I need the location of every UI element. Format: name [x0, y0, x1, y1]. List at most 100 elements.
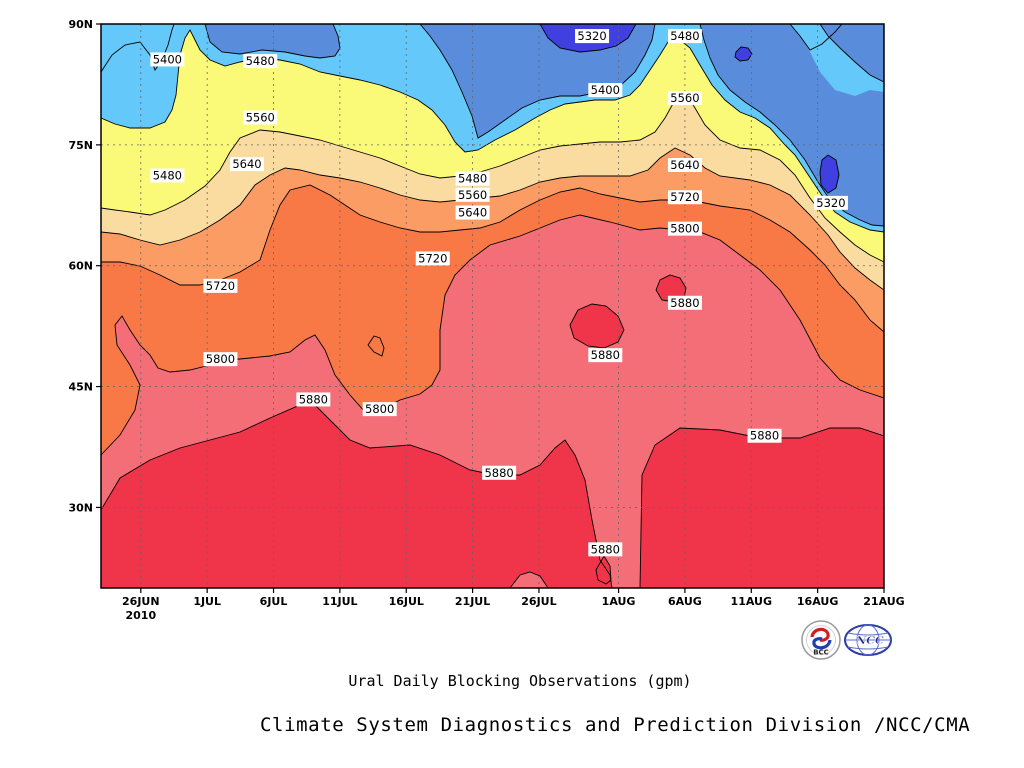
band-fill-5880-plus [656, 275, 686, 302]
contour-line-5480 [789, 24, 843, 51]
contour-line-5400 [819, 24, 884, 83]
contour-line-5800 [367, 335, 385, 357]
contour-label: 5400 [153, 52, 182, 66]
y-axis: 30N 45N 60N 75N 90N [68, 18, 101, 514]
y-tick-label: 90N [68, 18, 93, 31]
x-tick-label: 26JUN [122, 595, 160, 608]
chart-subtitle: Ural Daily Blocking Observations (gpm) [348, 672, 692, 690]
credit-line: Climate System Diagnostics and Predictio… [260, 714, 971, 736]
contour-label-box [588, 348, 623, 363]
contour-line-5880 [639, 427, 884, 588]
contour-line-5320 [539, 24, 637, 53]
contour-label: 5720 [670, 190, 699, 204]
ncc-logo-latitudes [847, 632, 889, 650]
contour-label: 5880 [591, 542, 620, 556]
contour-label: 5800 [206, 352, 235, 366]
x-tick-label: 16JUL [389, 595, 424, 608]
x-tick-label: 11AUG [731, 595, 772, 608]
contour-label-box [667, 221, 702, 236]
contour-line-5880 [509, 571, 549, 588]
contour-label-box [362, 402, 397, 417]
bcc-logo-swirl-blue [812, 637, 832, 650]
contour-label-box [150, 168, 185, 183]
band-fill-5880-plus [596, 556, 611, 584]
contour-label-box [203, 352, 238, 367]
band-fill-below-5320 [820, 155, 839, 193]
contour-label: 5640 [670, 158, 699, 172]
x-tick-label: 6AUG [668, 595, 702, 608]
contour-label: 5320 [577, 29, 606, 43]
contour-line-5640 [101, 147, 884, 291]
contour-label: 5640 [232, 157, 261, 171]
band-fill-below-5320 [735, 47, 752, 61]
x-axis: 26JUN 1JUL 6JUL 11JUL 16JUL 21JUL 26JUL 1AUG 6AU… [122, 588, 905, 622]
x-tick-label: 11JUL [322, 595, 357, 608]
contour-label-box [296, 392, 331, 407]
contour-line-5320 [819, 154, 840, 194]
contour-line-5880 [101, 404, 613, 588]
bcc-logo-swirl-red [810, 627, 830, 642]
contour-line-layer [101, 24, 884, 588]
contour-label: 5400 [591, 83, 620, 97]
contour-label: 5880 [670, 296, 699, 310]
contour-line-5560 [101, 91, 884, 263]
x-year-label: 2010 [126, 609, 157, 622]
contour-label-box [588, 542, 623, 557]
plot-frame [100, 23, 885, 589]
contour-line-5880 [569, 303, 625, 349]
contour-line-5800 [101, 214, 884, 456]
contour-label-box [229, 157, 264, 172]
x-tick-label: 16AUG [797, 595, 838, 608]
contour-label: 5480 [246, 54, 275, 68]
contour-label: 5800 [365, 402, 394, 416]
contour-label: 5560 [246, 110, 275, 124]
contour-label: 5800 [670, 222, 699, 236]
ncc-logo-text: NCC [855, 634, 884, 647]
contour-label: 5560 [458, 188, 487, 202]
contour-label-box [667, 29, 702, 44]
x-tick-label: 6JUL [260, 595, 288, 608]
contour-line-5880 [655, 274, 687, 303]
contour-label-box [667, 190, 702, 205]
gridlines [101, 24, 884, 588]
contour-label-box [455, 205, 490, 220]
x-tick-label: 21JUL [455, 595, 490, 608]
contour-label-box [482, 465, 517, 480]
band-fill-5880-plus [570, 304, 624, 348]
bcc-logo: BCC [801, 620, 841, 660]
contour-line-5320 [734, 46, 753, 62]
x-tick-label: 26JUL [521, 595, 556, 608]
contour-label: 5880 [299, 392, 328, 406]
y-tick-label: 45N [68, 381, 93, 394]
contour-label: 5480 [670, 29, 699, 43]
ncc-logo: NCC [844, 624, 892, 656]
contour-label: 5720 [418, 251, 447, 265]
contour-label-box [415, 251, 450, 266]
bcc-logo-inner [806, 625, 836, 655]
contour-label-box [243, 110, 278, 125]
contour-label-box [667, 91, 702, 106]
contour-label-box [667, 158, 702, 172]
contour-label: 5880 [484, 466, 513, 480]
band-fill-5320-5400 [205, 24, 340, 58]
band-fill-5480-5560 [101, 24, 884, 262]
contour-label: 5720 [206, 279, 235, 293]
contour-line-5400 [204, 24, 341, 59]
band-fill-5720-5800 [368, 336, 384, 356]
y-tick-label: 60N [68, 260, 93, 273]
contour-label-box [747, 428, 782, 443]
contour-label-box [667, 295, 702, 310]
contour-label-box [455, 187, 490, 202]
contour-line-5720 [101, 184, 884, 333]
x-tick-label: 21AUG [863, 595, 904, 608]
contour-label: 5880 [750, 429, 779, 443]
contour-label: 5480 [458, 172, 487, 186]
contour-label-box [150, 52, 185, 67]
contour-label: 5880 [591, 348, 620, 362]
x-tick-label: 1AUG [602, 595, 636, 608]
y-tick-label: 75N [68, 139, 93, 152]
contour-label-box [813, 195, 848, 210]
contour-label-box [203, 278, 238, 293]
contour-line-5400 [419, 24, 656, 139]
